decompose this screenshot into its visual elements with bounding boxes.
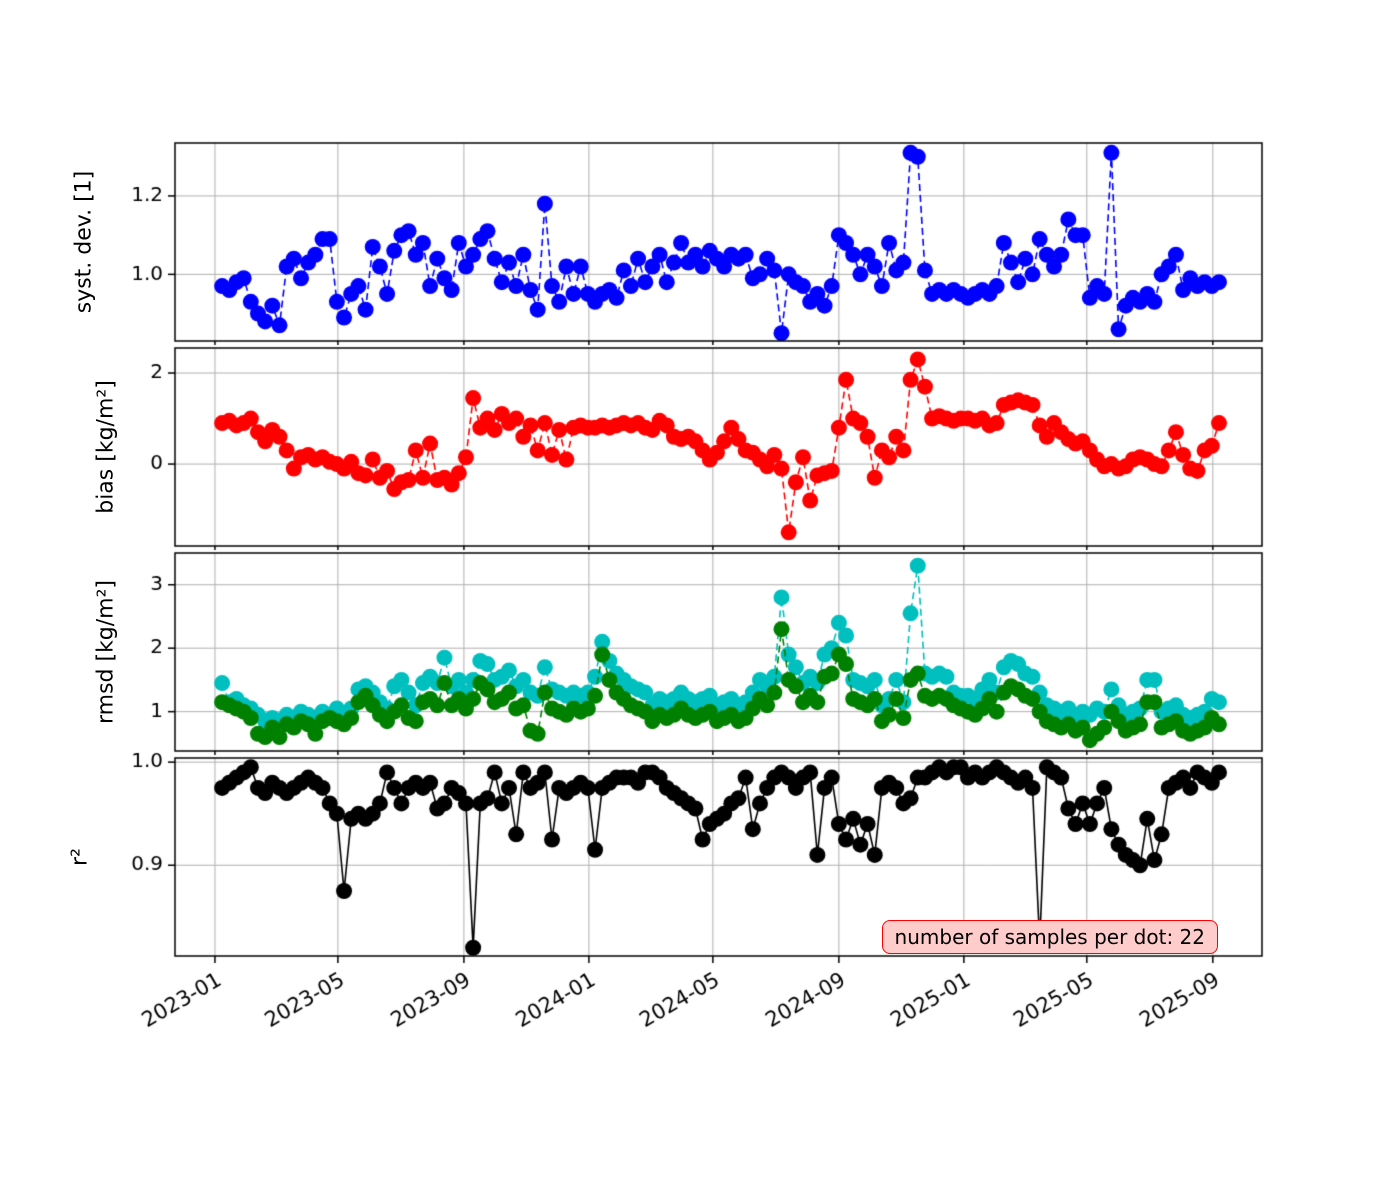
ylabel-syst-dev: syst. dev. [1] [71,170,97,314]
samples-annotation: number of samples per dot: 22 [881,920,1218,954]
ylabel-rmsd: rmsd [kg/m²] [93,579,119,725]
ylabel-bias: bias [kg/m²] [93,380,119,514]
ylabel-r2: r² [67,848,93,866]
